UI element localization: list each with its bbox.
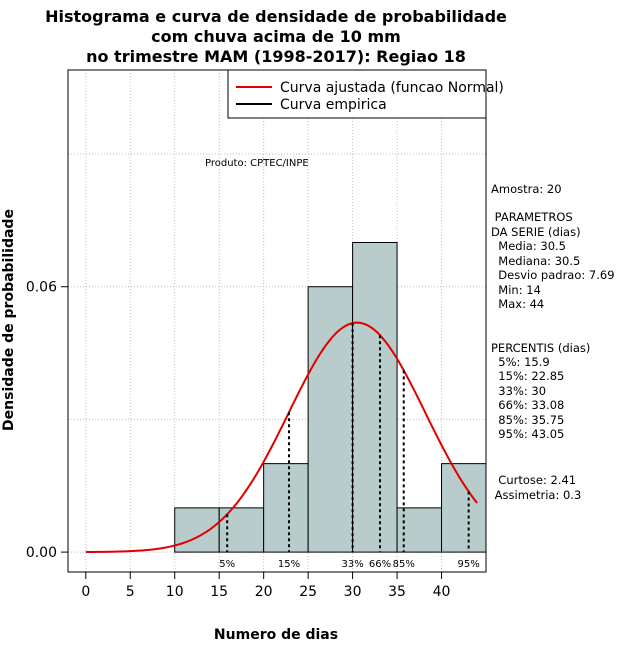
percentile-label: 66% [369,559,391,570]
stat-line: 15%: 22.85 [491,369,564,383]
stat-line: 33%: 30 [491,384,546,398]
stat-line: Curtose: 2.41 [491,473,576,487]
stat-line: 66%: 33.08 [491,398,564,412]
legend-label-empirical: Curva empirica [280,97,387,113]
stat-line: 95%: 43.05 [491,427,564,441]
stat-line: Desvio padrao: 7.69 [491,268,615,282]
x-tick-label: 5 [126,584,135,600]
x-tick-label: 0 [81,584,90,600]
percentile-label: 85% [393,559,415,570]
percentile-label: 5% [219,559,235,570]
percentile-label: 33% [341,559,363,570]
stat-line: Min: 14 [491,283,541,297]
product-credit: Produto: CPTEC/INPE [205,158,309,169]
stat-line: 5%: 15.9 [491,355,550,369]
x-axis-label: Numero de dias [214,627,338,643]
stat-line: 85%: 35.75 [491,413,564,427]
chart-title: Histograma e curva de densidade de proba… [45,7,507,66]
x-tick-label: 35 [388,584,406,600]
title-line: com chuva acima de 10 mm [151,27,401,46]
histogram-bar [441,463,487,553]
normal-fit-curve [85,321,478,554]
stat-line: PERCENTIS (dias) [491,341,590,355]
title-line: Histograma e curva de densidade de proba… [45,7,507,26]
stat-line: Mediana: 30.5 [491,254,580,268]
percentile-label: 95% [458,559,480,570]
x-tick-label: 15 [210,584,228,600]
histogram-bar [174,507,220,553]
histogram-bar [307,286,354,553]
stat-line: Amostra: 20 [491,182,562,196]
stat-line: DA SERIE (dias) [491,225,581,239]
stat-line: Assimetria: 0.3 [491,488,581,502]
legend-label-fit: Curva ajustada (funcao Normal) [280,80,504,96]
y-tick-label: 0.06 [26,280,57,296]
x-tick-label: 25 [299,584,317,600]
x-tick-label: 30 [344,584,362,600]
legend: Curva ajustada (funcao Normal)Curva empi… [227,69,504,119]
percentile-label: 15% [278,559,300,570]
x-tick-label: 10 [166,584,184,600]
y-tick-label: 0.00 [26,545,57,561]
x-tick-label: 20 [255,584,273,600]
stat-line: PARAMETROS [491,210,573,224]
stat-line: Media: 30.5 [491,239,566,253]
legend-box [227,69,487,119]
stat-line: Max: 44 [491,297,544,311]
histogram-bar [263,463,309,553]
plot-area: 5% 15% 33% 66% 85% 95% 0 5 10 15 20 25 30 35 40 0.00 0.0… [26,69,487,600]
x-tick-label: 40 [433,584,451,600]
y-axis-label: Densidade de probabilidade [1,209,17,431]
histogram-bar [352,241,398,553]
title-line: no trimestre MAM (1998-2017): Regiao 18 [86,47,466,66]
